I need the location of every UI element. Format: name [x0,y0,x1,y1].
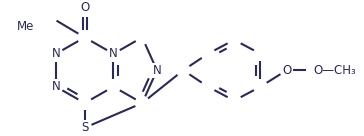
Text: N: N [153,64,161,77]
Text: Me: Me [16,20,34,33]
Text: N: N [52,80,60,93]
Text: N: N [52,47,60,60]
Text: O: O [282,64,291,77]
Text: O: O [80,1,89,13]
Text: N: N [109,47,118,60]
Text: S: S [81,121,88,134]
Text: O—CH₃: O—CH₃ [313,64,356,77]
